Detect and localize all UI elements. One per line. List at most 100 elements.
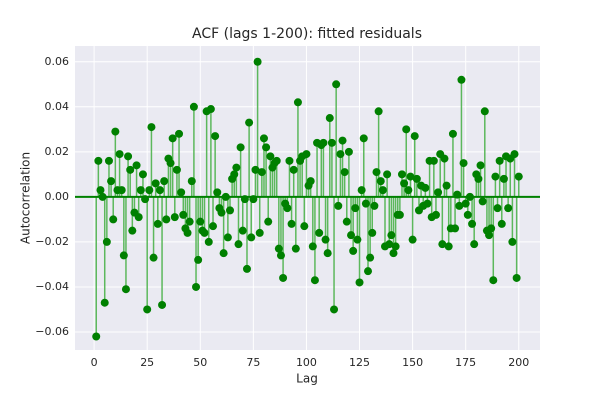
marker bbox=[149, 253, 158, 262]
marker bbox=[338, 136, 347, 145]
marker bbox=[111, 127, 120, 136]
marker bbox=[242, 264, 251, 273]
marker bbox=[187, 177, 196, 186]
marker bbox=[223, 233, 232, 242]
marker bbox=[138, 170, 147, 179]
marker bbox=[334, 201, 343, 210]
marker bbox=[478, 197, 487, 206]
marker bbox=[455, 201, 464, 210]
marker bbox=[376, 177, 385, 186]
marker bbox=[162, 215, 171, 224]
marker bbox=[102, 237, 111, 246]
marker bbox=[177, 188, 186, 197]
marker bbox=[319, 138, 328, 147]
marker bbox=[308, 242, 317, 251]
marker bbox=[211, 132, 220, 141]
marker bbox=[264, 217, 273, 226]
marker bbox=[385, 240, 394, 249]
marker bbox=[395, 210, 404, 219]
marker bbox=[92, 332, 101, 341]
marker bbox=[217, 208, 226, 217]
marker bbox=[119, 251, 128, 260]
marker bbox=[508, 237, 517, 246]
marker bbox=[302, 150, 311, 159]
marker bbox=[493, 204, 502, 213]
y-tick-label: 0.06 bbox=[45, 55, 70, 68]
marker bbox=[104, 156, 113, 165]
marker bbox=[347, 231, 356, 240]
marker bbox=[361, 199, 370, 208]
x-tick-label: 125 bbox=[349, 356, 370, 369]
marker bbox=[368, 228, 377, 237]
marker bbox=[330, 305, 339, 314]
marker bbox=[406, 172, 415, 181]
marker bbox=[306, 177, 315, 186]
marker bbox=[196, 217, 205, 226]
marker bbox=[136, 186, 145, 195]
marker bbox=[213, 188, 222, 197]
marker bbox=[166, 159, 175, 168]
marker bbox=[100, 298, 109, 307]
marker bbox=[378, 186, 387, 195]
marker bbox=[274, 244, 283, 253]
marker bbox=[480, 107, 489, 116]
marker bbox=[514, 172, 523, 181]
marker bbox=[158, 300, 167, 309]
y-tick-label: 0.02 bbox=[45, 145, 70, 158]
marker bbox=[219, 249, 228, 258]
marker bbox=[300, 222, 309, 231]
marker bbox=[145, 186, 154, 195]
marker bbox=[487, 224, 496, 233]
marker bbox=[283, 204, 292, 213]
marker bbox=[175, 129, 184, 138]
marker bbox=[276, 251, 285, 260]
marker bbox=[291, 244, 300, 253]
marker bbox=[400, 179, 409, 188]
marker bbox=[465, 192, 474, 201]
marker bbox=[429, 156, 438, 165]
marker bbox=[179, 210, 188, 219]
marker bbox=[355, 278, 364, 287]
y-tick-label: 0.00 bbox=[45, 190, 70, 203]
x-tick-label: 0 bbox=[91, 356, 98, 369]
marker bbox=[247, 233, 256, 242]
marker bbox=[499, 174, 508, 183]
marker bbox=[453, 190, 462, 199]
marker bbox=[151, 179, 160, 188]
marker bbox=[491, 172, 500, 181]
marker bbox=[94, 156, 103, 165]
marker bbox=[457, 75, 466, 84]
marker bbox=[257, 168, 266, 177]
x-axis-label: Lag bbox=[296, 372, 318, 386]
marker bbox=[510, 150, 519, 159]
marker bbox=[451, 224, 460, 233]
x-tick-label: 100 bbox=[296, 356, 317, 369]
marker bbox=[349, 246, 358, 255]
marker bbox=[251, 165, 260, 174]
marker bbox=[391, 242, 400, 251]
y-tick-label: −0.04 bbox=[35, 280, 69, 293]
marker bbox=[353, 235, 362, 244]
marker bbox=[504, 204, 513, 213]
marker bbox=[340, 168, 349, 177]
marker bbox=[485, 231, 494, 240]
marker bbox=[245, 118, 254, 127]
marker bbox=[357, 186, 366, 195]
marker bbox=[383, 170, 392, 179]
marker bbox=[440, 154, 449, 163]
x-tick-label: 25 bbox=[140, 356, 154, 369]
marker bbox=[121, 285, 130, 294]
marker bbox=[412, 174, 421, 183]
y-axis-label: Autocorrelation bbox=[19, 152, 33, 244]
marker bbox=[497, 219, 506, 228]
marker bbox=[325, 114, 334, 123]
marker bbox=[194, 255, 203, 264]
marker bbox=[327, 138, 336, 147]
marker bbox=[336, 150, 345, 159]
marker bbox=[230, 170, 239, 179]
marker bbox=[408, 235, 417, 244]
marker bbox=[438, 240, 447, 249]
marker bbox=[444, 242, 453, 251]
